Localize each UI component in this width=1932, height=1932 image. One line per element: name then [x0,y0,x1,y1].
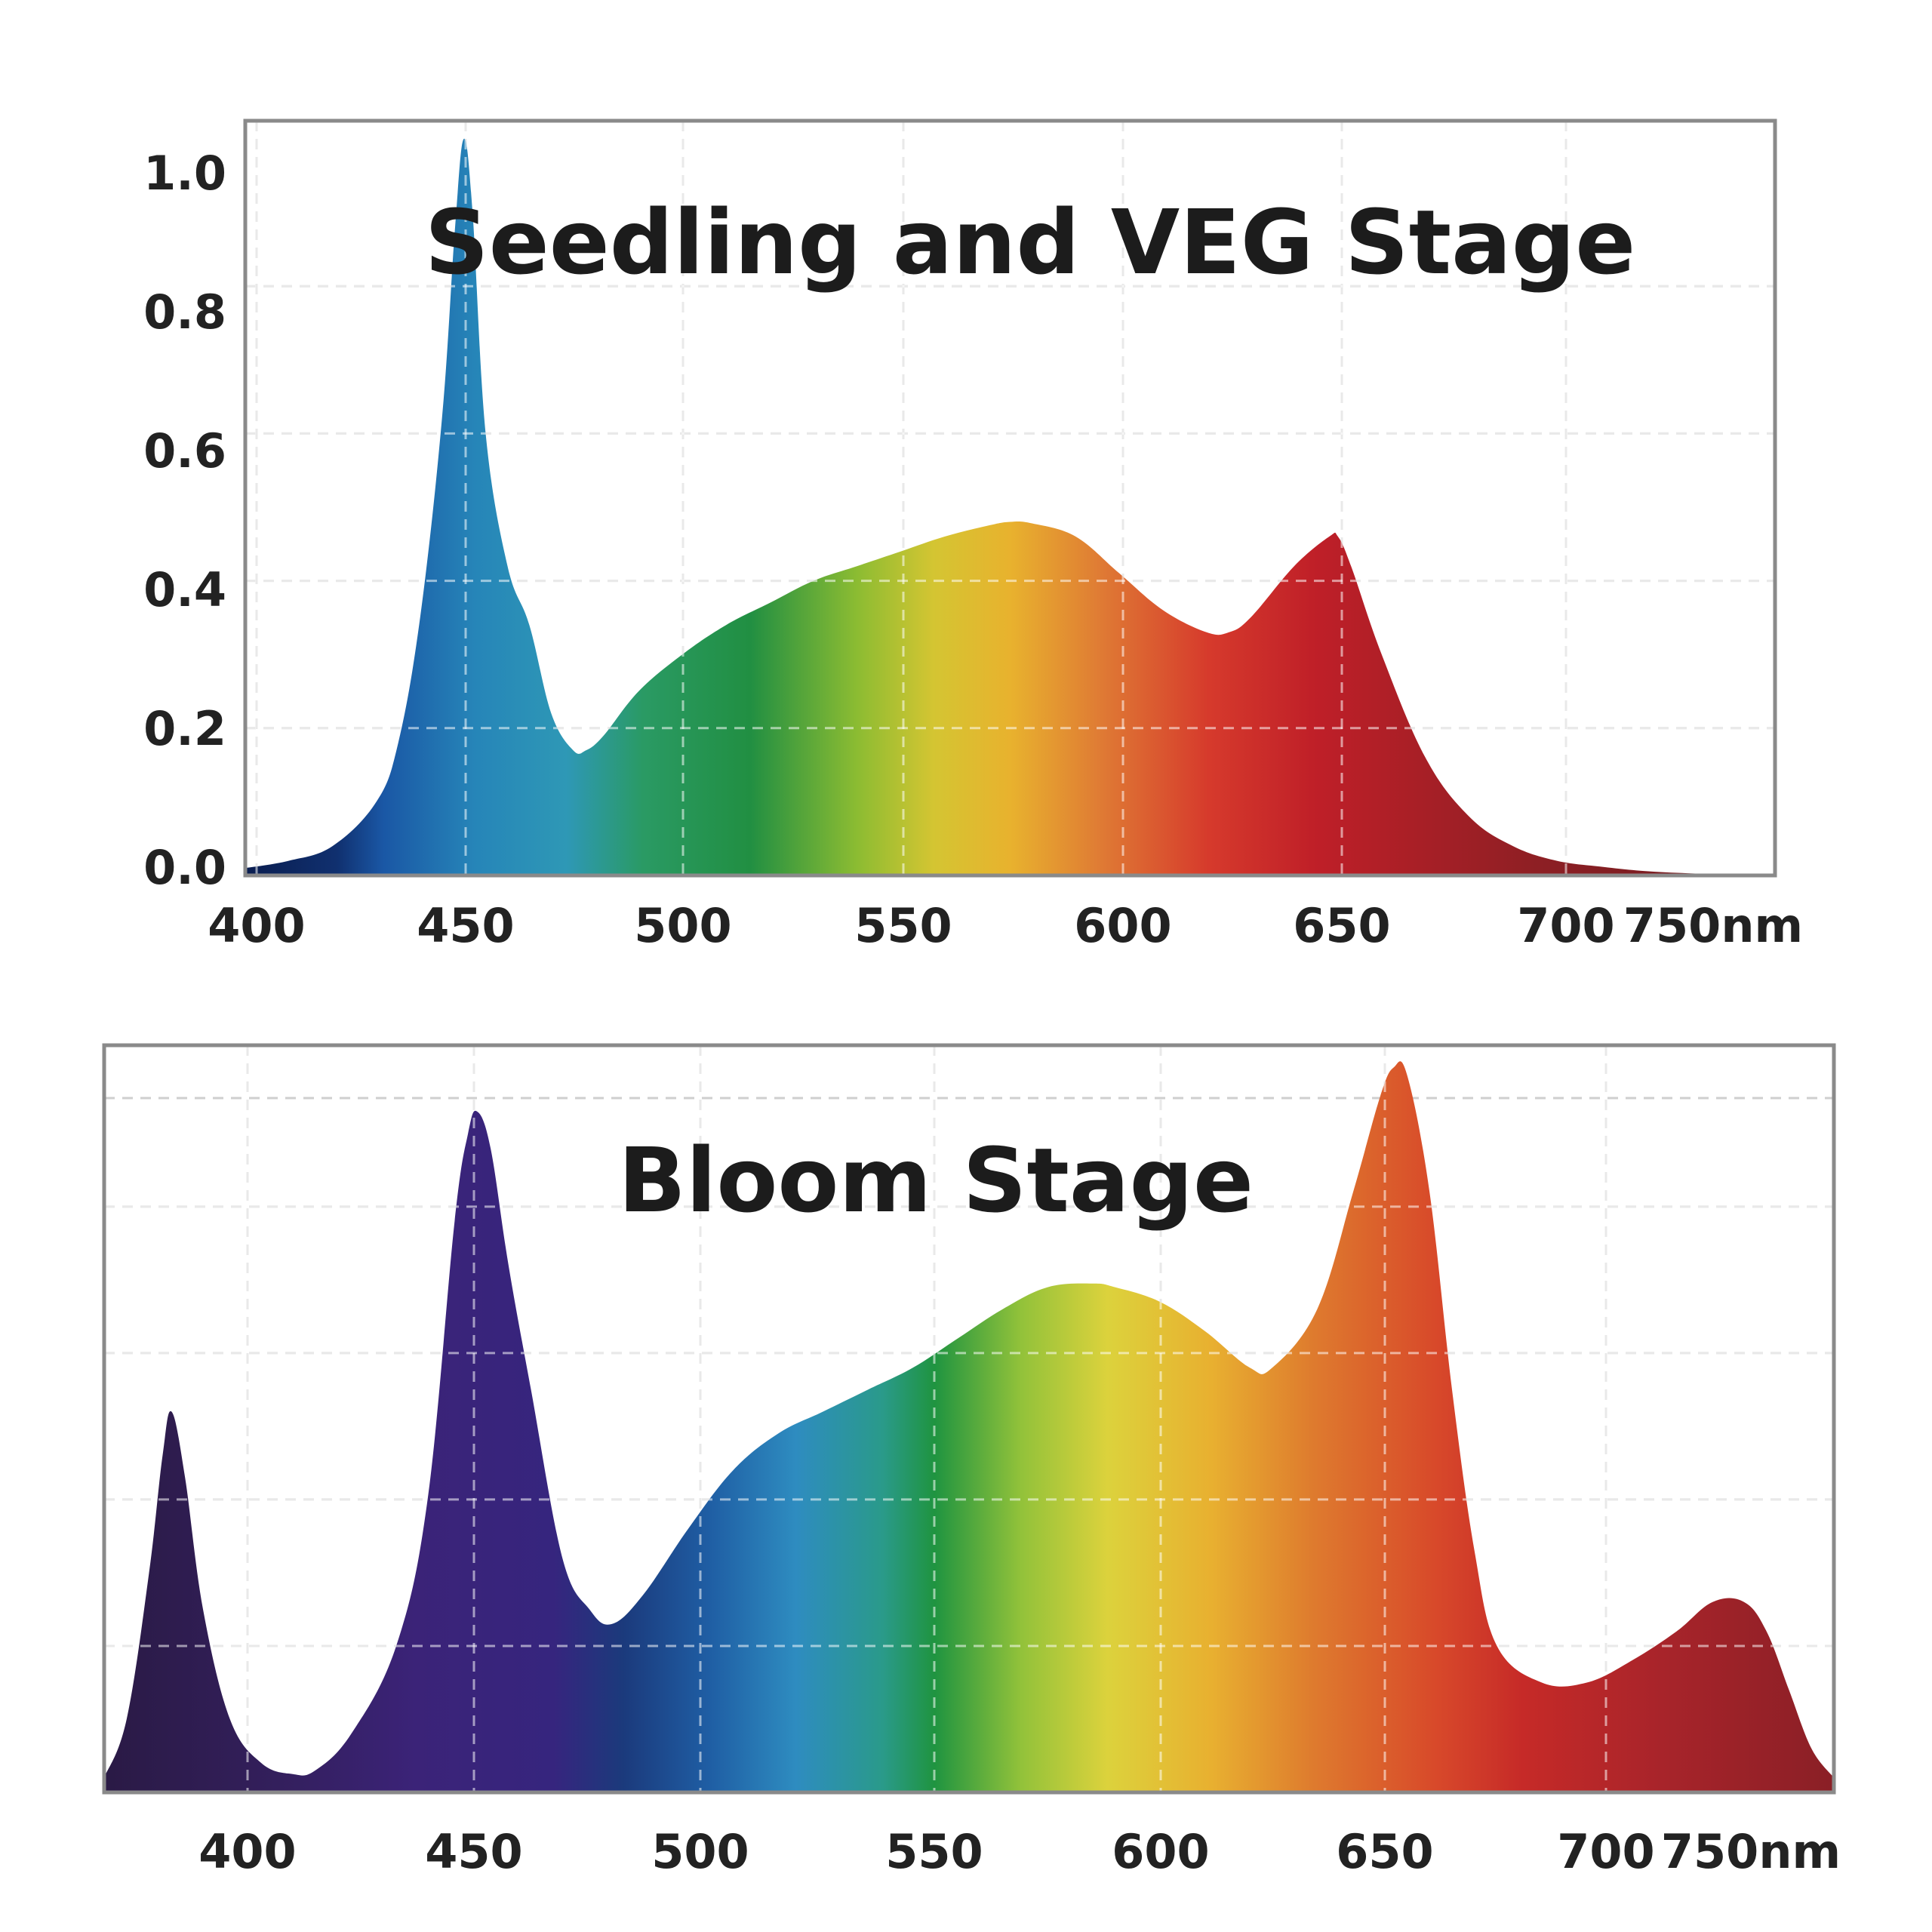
veg-y-tick: 0.8 [143,285,226,340]
veg-y-tick: 1.0 [143,146,226,201]
veg-grid-overlay [245,121,1775,875]
bloom-x-tick: 700 [1557,1824,1654,1879]
bloom-chart-title: Bloom Stage [618,1128,1254,1232]
bloom-x-tick: 750nm [1661,1824,1841,1879]
veg-y-axis: 0.0 0.2 0.4 0.6 0.8 1.0 [143,146,226,895]
veg-y-tick: 0.4 [143,562,226,617]
veg-stage-chart: 0.0 0.2 0.4 0.6 0.8 1.0 400 450 500 550 … [143,118,1803,953]
veg-x-axis: 400 450 500 550 600 650 700 750nm [208,898,1803,953]
veg-plot-frame [243,118,1777,878]
veg-chart-title: Seedling and VEG Stage [425,190,1636,294]
bloom-x-tick: 450 [425,1824,522,1879]
veg-x-tick: 550 [854,898,952,953]
veg-y-tick: 0.0 [143,840,226,895]
veg-x-tick: 450 [417,898,514,953]
bloom-x-tick: 500 [651,1824,749,1879]
veg-y-tick: 0.6 [143,423,226,478]
bloom-grid-overlay [104,1045,1834,1792]
veg-y-tick: 0.2 [143,701,226,756]
veg-x-tick: 650 [1293,898,1390,953]
veg-x-tick: 600 [1074,898,1171,953]
veg-x-tick: 700 [1517,898,1614,953]
bloom-x-tick: 600 [1112,1824,1209,1879]
bloom-x-tick: 550 [885,1824,983,1879]
bloom-x-tick: 650 [1336,1824,1433,1879]
bloom-plot-frame [102,1043,1836,1795]
veg-spectrum-area [245,138,1775,875]
bloom-x-tick: 400 [198,1824,296,1879]
veg-x-tick: 750nm [1623,898,1803,953]
veg-x-tick: 500 [634,898,731,953]
bloom-spectrum-area [104,1061,1834,1792]
bloom-stage-chart: 400 450 500 550 600 650 700 750nm Bloom … [102,1043,1841,1879]
bloom-x-axis: 400 450 500 550 600 650 700 750nm [198,1824,1841,1879]
veg-x-tick: 400 [208,898,305,953]
